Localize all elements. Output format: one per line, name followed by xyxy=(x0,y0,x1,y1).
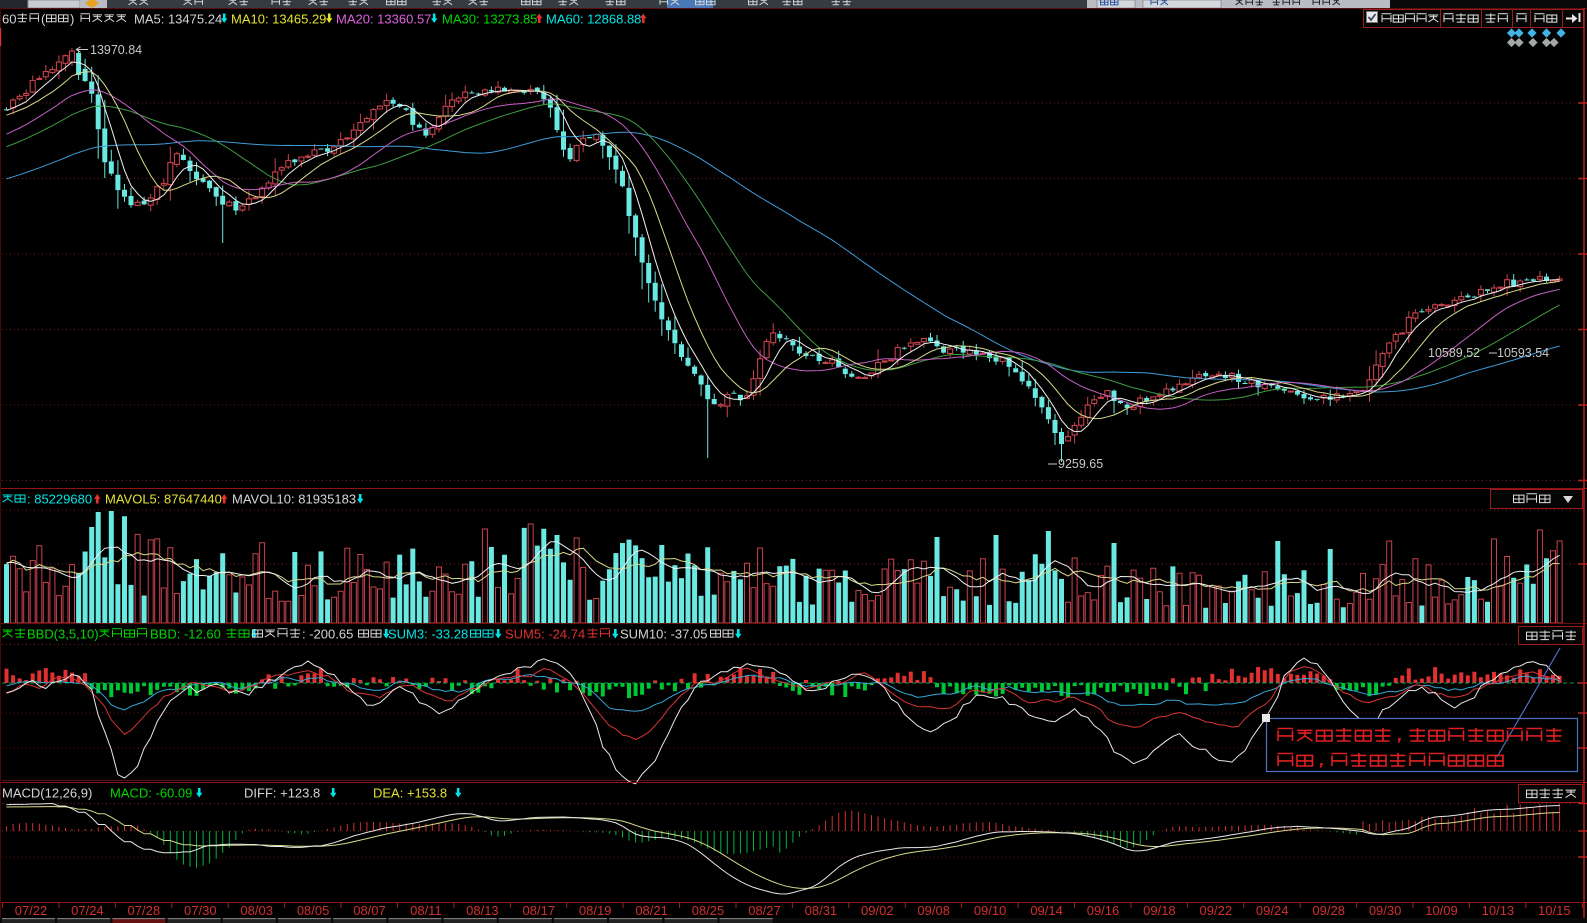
svg-text:09/28: 09/28 xyxy=(1312,903,1345,918)
svg-text:10/13: 10/13 xyxy=(1482,903,1515,918)
svg-text:09/16: 09/16 xyxy=(1087,903,1120,918)
svg-text:09/24: 09/24 xyxy=(1256,903,1289,918)
svg-text:MA60: 12868.88: MA60: 12868.88 xyxy=(546,12,641,27)
svg-text:10/15: 10/15 xyxy=(1538,903,1571,918)
svg-text:MAVOL10: 81935183: MAVOL10: 81935183 xyxy=(232,492,356,507)
svg-text:9259.65: 9259.65 xyxy=(1058,457,1103,471)
svg-text:10/09: 10/09 xyxy=(1425,903,1458,918)
svg-text:09/14: 09/14 xyxy=(1030,903,1063,918)
svg-text:MAVOL5: 87647440: MAVOL5: 87647440 xyxy=(105,492,222,507)
svg-text:DEA: +153.8: DEA: +153.8 xyxy=(373,786,447,801)
svg-text:09/08: 09/08 xyxy=(917,903,950,918)
svg-text:08/25: 08/25 xyxy=(692,903,725,918)
svg-text:): ) xyxy=(70,12,74,27)
svg-text:MA30: 13273.85: MA30: 13273.85 xyxy=(442,12,537,27)
svg-text:MA10: 13465.29: MA10: 13465.29 xyxy=(231,12,326,27)
svg-text:08/03: 08/03 xyxy=(240,903,273,918)
svg-text:13970.84: 13970.84 xyxy=(90,43,142,57)
svg-text:08/21: 08/21 xyxy=(635,903,668,918)
svg-text:08/13: 08/13 xyxy=(466,903,499,918)
svg-text:(: ( xyxy=(41,12,46,27)
svg-text:10589.52: 10589.52 xyxy=(1428,346,1480,360)
svg-text:MA5: 13475.24: MA5: 13475.24 xyxy=(134,12,222,27)
svg-text:: -200.65: : -200.65 xyxy=(302,627,353,642)
svg-text:07/28: 07/28 xyxy=(128,903,161,918)
svg-text:SUM5: -24.74: SUM5: -24.74 xyxy=(505,627,585,642)
svg-text:BBD(3,5,10): BBD(3,5,10) xyxy=(27,627,99,642)
svg-text:MACD: -60.09: MACD: -60.09 xyxy=(110,786,192,801)
svg-text:09/30: 09/30 xyxy=(1369,903,1402,918)
svg-text:60: 60 xyxy=(2,12,16,27)
svg-text:08/17: 08/17 xyxy=(523,903,556,918)
svg-text:07/24: 07/24 xyxy=(71,903,104,918)
svg-text:10593.54: 10593.54 xyxy=(1497,346,1549,360)
svg-text:SUM10: -37.05: SUM10: -37.05 xyxy=(620,627,707,642)
svg-text:08/27: 08/27 xyxy=(748,903,781,918)
svg-text:09/22: 09/22 xyxy=(1200,903,1233,918)
svg-text:DIFF: +123.8: DIFF: +123.8 xyxy=(244,786,320,801)
svg-text:SUM3: -33.28: SUM3: -33.28 xyxy=(388,627,468,642)
svg-text:08/11: 08/11 xyxy=(410,903,442,918)
svg-text:08/05: 08/05 xyxy=(297,903,330,918)
svg-text:BBD: -12.60: BBD: -12.60 xyxy=(150,627,221,642)
svg-text:MA20: 13360.57: MA20: 13360.57 xyxy=(336,12,431,27)
svg-text:09/18: 09/18 xyxy=(1143,903,1176,918)
svg-text:07/30: 07/30 xyxy=(184,903,217,918)
svg-text:: 85229680: : 85229680 xyxy=(27,492,92,507)
svg-text:MACD(12,26,9): MACD(12,26,9) xyxy=(2,786,92,801)
svg-text:07/22: 07/22 xyxy=(15,903,48,918)
svg-text:09/10: 09/10 xyxy=(974,903,1007,918)
svg-text:09/02: 09/02 xyxy=(861,903,894,918)
svg-text:08/31: 08/31 xyxy=(805,903,838,918)
svg-text:08/19: 08/19 xyxy=(579,903,612,918)
svg-text:08/07: 08/07 xyxy=(353,903,386,918)
